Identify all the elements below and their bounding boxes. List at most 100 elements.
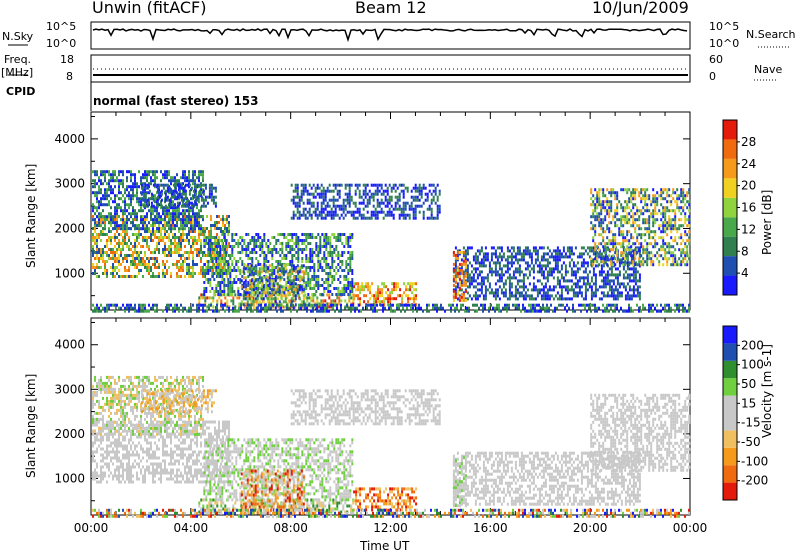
power-cell — [560, 267, 563, 271]
power-cell — [190, 266, 192, 269]
power-cell — [309, 278, 312, 281]
power-cell — [592, 227, 595, 231]
power-cell — [148, 245, 150, 248]
power-cell — [506, 270, 509, 274]
power-cell — [263, 269, 266, 272]
power-cell — [311, 275, 314, 278]
power-cell — [369, 297, 372, 301]
power-cell — [329, 290, 332, 293]
power-cell — [262, 276, 265, 280]
power-cell — [221, 281, 224, 284]
power-cell — [292, 210, 295, 214]
power-cell — [132, 185, 134, 189]
power-cell — [274, 282, 277, 286]
power-cell — [328, 213, 331, 217]
power-cell — [332, 210, 335, 214]
power-cell — [168, 248, 170, 251]
power-cell — [346, 305, 349, 309]
power-cell — [630, 279, 633, 283]
power-cell — [323, 242, 326, 245]
power-cell — [304, 183, 307, 187]
power-cell — [592, 282, 595, 286]
power-cell — [186, 176, 188, 180]
power-cell — [452, 250, 455, 254]
power-cell — [265, 254, 268, 257]
power-cell — [130, 176, 132, 180]
power-cell — [104, 194, 106, 198]
power-cell — [478, 249, 481, 253]
power-cell — [334, 198, 337, 202]
power-cell — [372, 195, 375, 199]
power-cell — [219, 257, 222, 260]
power-cell — [540, 267, 543, 271]
power-cell — [188, 251, 190, 254]
power-cell — [530, 294, 533, 298]
power-cell — [158, 251, 160, 254]
power-cell — [544, 297, 547, 301]
power-cell — [108, 212, 110, 216]
power-cell — [162, 183, 165, 187]
power-cell — [343, 287, 346, 290]
power-cell — [331, 278, 334, 281]
power-cell — [540, 297, 543, 301]
power-cell — [130, 194, 132, 198]
power-cell — [257, 239, 260, 242]
power-cell — [290, 285, 293, 289]
power-cell — [190, 179, 192, 183]
power-cell — [209, 248, 212, 251]
power-cell — [584, 297, 587, 301]
power-cell — [616, 191, 619, 195]
velocity-colorbar-swatch — [723, 326, 737, 344]
power-cell — [510, 246, 513, 250]
power-cell — [558, 249, 561, 253]
power-cell — [208, 239, 210, 242]
power-cell — [413, 297, 416, 301]
power-cell — [154, 179, 156, 183]
power-cell — [486, 279, 489, 283]
power-cell — [138, 257, 140, 260]
power-cell — [478, 282, 481, 286]
power-cell — [305, 233, 308, 236]
power-cell — [358, 189, 361, 193]
power-cell — [302, 270, 305, 274]
power-cell — [394, 189, 397, 193]
power-cell — [330, 216, 333, 220]
power-cell — [164, 176, 166, 180]
power-cell — [594, 255, 597, 259]
power-cell — [328, 296, 331, 300]
power-cell — [612, 282, 615, 286]
power-cell — [506, 276, 509, 280]
power-cell — [312, 296, 315, 300]
power-cell — [158, 236, 160, 239]
power-cell — [604, 282, 607, 286]
power-cell — [130, 275, 132, 278]
power-cell — [178, 245, 180, 248]
power-cell — [510, 285, 513, 289]
power-cell — [219, 254, 222, 257]
power-cell — [616, 288, 619, 292]
power-cell — [114, 200, 116, 204]
power-cell — [118, 173, 120, 177]
power-cell — [174, 215, 176, 219]
power-cell — [371, 294, 374, 298]
power-cell — [315, 248, 318, 251]
power-cell — [288, 279, 291, 283]
power-cell — [329, 251, 332, 254]
power-cell — [618, 218, 621, 222]
power-cell — [502, 273, 505, 277]
power-cell — [217, 263, 220, 266]
velocity-colorbar-frame — [722, 325, 738, 501]
power-cell — [612, 233, 615, 237]
power-cell — [102, 248, 104, 251]
power-cell — [132, 257, 134, 260]
power-cell — [498, 252, 501, 256]
power-cell — [104, 224, 106, 227]
power-cell — [452, 298, 455, 302]
power-cell — [130, 185, 132, 189]
power-cell — [188, 183, 191, 187]
power-cell — [408, 216, 411, 220]
power-cell — [384, 183, 387, 187]
power-cell — [247, 284, 250, 287]
power-cell — [208, 183, 211, 187]
power-cell — [562, 285, 565, 289]
